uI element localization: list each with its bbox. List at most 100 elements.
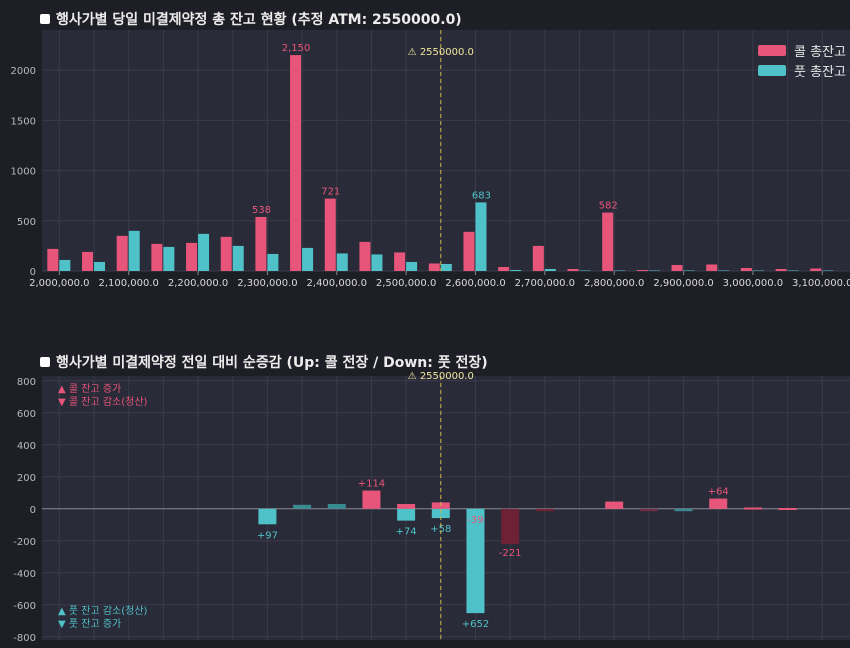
call-change-bar — [605, 501, 624, 509]
y-tick-label: -600 — [13, 601, 36, 612]
y-tick-label: 1500 — [11, 116, 36, 127]
put-bar — [787, 270, 799, 271]
call-bar — [394, 252, 406, 271]
put-bar — [371, 254, 383, 271]
total-oi-legend: 콜 총잔고 풋 총잔고 — [758, 40, 846, 80]
put-bar — [267, 253, 279, 271]
put-bar — [475, 202, 487, 271]
put-change-bar — [466, 508, 485, 614]
y-tick-label: 400 — [17, 441, 36, 452]
oi-change-title-text: 행사가별 미결제약정 전일 대비 순증감 (Up: 콜 전장 / Down: 풋… — [56, 355, 488, 371]
call-bar — [602, 212, 614, 271]
call-change-bar — [501, 508, 520, 545]
data-label: -39 — [467, 515, 483, 526]
x-tick-label: 2,600,000.0 — [445, 278, 505, 289]
call-bar — [359, 241, 371, 271]
data-label: +652 — [462, 619, 489, 630]
put-bar — [406, 261, 418, 271]
y-tick-label: 0 — [30, 505, 36, 516]
y-tick-label: 200 — [17, 473, 36, 484]
put-bar — [128, 230, 140, 271]
x-tick-label: 3,000,000.0 — [723, 278, 783, 289]
legend-item-call: 콜 총잔고 — [758, 40, 846, 60]
call-bar — [186, 242, 198, 271]
put-change-bar — [674, 508, 693, 512]
legend-put-label: 풋 총잔고 — [794, 64, 846, 80]
put-bar — [544, 268, 556, 271]
put-bar — [718, 270, 730, 271]
x-tick-label: 2,800,000.0 — [584, 278, 644, 289]
data-label: +97 — [257, 530, 278, 541]
call-bar — [775, 268, 787, 271]
put-change-bar — [258, 508, 277, 525]
put-bar — [648, 270, 660, 271]
x-tick-label: 3,100,000.0 — [792, 278, 850, 289]
y-tick-label: 2000 — [11, 66, 36, 77]
call-bar — [810, 268, 822, 271]
call-bar — [47, 248, 59, 271]
x-tick-label: 2,300,000.0 — [237, 278, 297, 289]
put-bar — [198, 233, 210, 271]
call-bar — [290, 55, 302, 271]
put-bar — [683, 270, 695, 271]
y-tick-label: 1000 — [11, 167, 36, 178]
call-bar — [324, 198, 336, 271]
put-bar — [614, 270, 626, 271]
x-tick-label: 2,700,000.0 — [515, 278, 575, 289]
data-label: 538 — [252, 205, 271, 216]
total-oi-title-text: 행사가별 당일 미결제약정 총 잔고 현황 (추정 ATM: 2550000.0… — [56, 12, 462, 28]
call-bar — [428, 263, 440, 271]
put-swatch — [758, 64, 787, 76]
x-tick-label: 2,900,000.0 — [653, 278, 713, 289]
y-tick-label: -400 — [13, 569, 36, 580]
call-bar — [636, 269, 648, 271]
put-bar — [440, 263, 452, 271]
call-change-bar — [535, 508, 554, 512]
call-bar — [498, 266, 510, 271]
data-label: +64 — [708, 487, 729, 498]
legend-call-label: 콜 총잔고 — [794, 44, 846, 60]
data-label: +58 — [430, 524, 451, 535]
call-bar — [567, 268, 579, 271]
checkbox-icon — [40, 357, 50, 367]
x-tick-label: 2,400,000.0 — [307, 278, 367, 289]
legend-put-down: ▼ 풋 잔고 증가 — [58, 618, 121, 630]
call-bar — [82, 251, 94, 271]
data-label: -221 — [499, 548, 522, 559]
data-label: 2,150 — [282, 43, 311, 54]
x-tick-label: 2,200,000.0 — [168, 278, 228, 289]
call-bar — [706, 264, 718, 271]
checkbox-icon — [40, 14, 50, 24]
call-change-bar — [709, 498, 728, 509]
put-bar — [510, 269, 522, 271]
y-tick-label: 600 — [17, 409, 36, 420]
y-tick-label: -800 — [13, 633, 36, 644]
legend-item-put: 풋 총잔고 — [758, 60, 846, 80]
call-bar — [740, 267, 752, 271]
y-tick-label: 0 — [30, 267, 36, 278]
y-tick-label: 800 — [17, 377, 36, 388]
atm-label: ⚠ 2550000.0 — [408, 47, 474, 58]
put-bar — [752, 270, 764, 271]
put-bar — [163, 246, 175, 271]
x-tick-label: 2,500,000.0 — [376, 278, 436, 289]
call-bar — [671, 264, 683, 271]
legend-call-up: ▲ 콜 잔고 증가 — [58, 383, 121, 395]
y-tick-label: -200 — [13, 537, 36, 548]
call-bar — [116, 235, 128, 271]
put-bar — [822, 270, 834, 271]
call-change-bar — [362, 490, 381, 509]
y-tick-label: 500 — [17, 217, 36, 228]
put-bar — [59, 259, 71, 271]
legend-call-down: ▼ 콜 잔고 감소(청산) — [58, 396, 148, 408]
call-change-bar — [397, 504, 416, 509]
data-label: 582 — [599, 201, 618, 212]
call-swatch — [758, 44, 787, 56]
x-tick-label: 2,100,000.0 — [98, 278, 158, 289]
call-bar — [255, 216, 267, 271]
legend-put-up: ▲ 풋 잔고 감소(청산) — [58, 605, 148, 617]
put-bar — [579, 270, 591, 271]
put-change-bar — [293, 504, 312, 509]
